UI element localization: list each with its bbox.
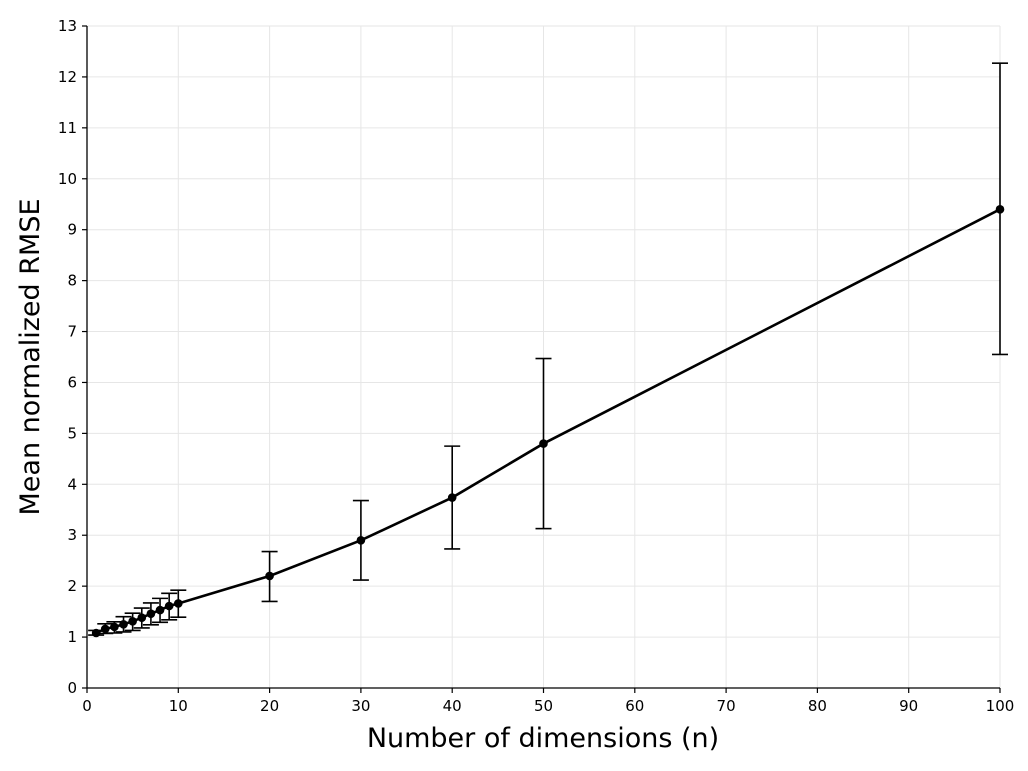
x-tick-label: 30 [351, 697, 370, 715]
y-tick-label: 11 [58, 119, 77, 137]
x-ticks: 0 10 20 30 40 50 60 70 80 90 100 [82, 688, 1014, 715]
x-tick-label: 70 [717, 697, 736, 715]
data-point [356, 536, 366, 545]
error-bars [88, 62, 1008, 636]
data-point [146, 609, 156, 618]
y-tick-label: 13 [58, 17, 77, 35]
series-line [95, 208, 1001, 635]
x-tick-label: 60 [625, 697, 644, 715]
data-point [539, 439, 548, 448]
x-tick-label: 10 [169, 697, 188, 715]
data-point [995, 205, 1005, 214]
x-tick-label: 40 [443, 697, 462, 715]
x-tick-label: 0 [82, 697, 92, 715]
y-tick-label: 3 [67, 526, 77, 544]
data-point [91, 628, 101, 638]
y-tick-label: 0 [67, 679, 77, 697]
y-tick-label: 6 [67, 373, 77, 391]
x-tick-label: 20 [260, 697, 279, 715]
y-tick-label: 5 [67, 424, 77, 442]
series [91, 205, 1005, 638]
data-point [447, 493, 457, 502]
data-point [164, 601, 174, 611]
y-tick-label: 12 [58, 68, 77, 86]
data-point [265, 571, 274, 581]
y-tick-label: 8 [67, 272, 77, 290]
y-tick-label: 1 [67, 628, 77, 646]
y-tick-label: 9 [67, 221, 77, 239]
data-point [110, 622, 119, 632]
y-tick-label: 2 [67, 577, 77, 595]
data-point [137, 613, 147, 623]
data-point [128, 616, 137, 626]
y-tick-label: 4 [67, 475, 77, 493]
y-tick-label: 10 [58, 170, 77, 188]
data-point [100, 624, 110, 634]
data-point [155, 605, 165, 615]
x-tick-label: 80 [808, 697, 827, 715]
y-axis-label: Mean normalized RMSE [15, 198, 46, 515]
y-tick-label: 7 [67, 323, 77, 341]
x-axis-label: Number of dimensions (n) [367, 723, 719, 754]
x-tick-label: 100 [986, 697, 1015, 715]
data-point [174, 599, 183, 608]
x-tick-label: 90 [899, 697, 918, 715]
data-point [119, 620, 128, 629]
x-tick-label: 50 [534, 697, 553, 715]
